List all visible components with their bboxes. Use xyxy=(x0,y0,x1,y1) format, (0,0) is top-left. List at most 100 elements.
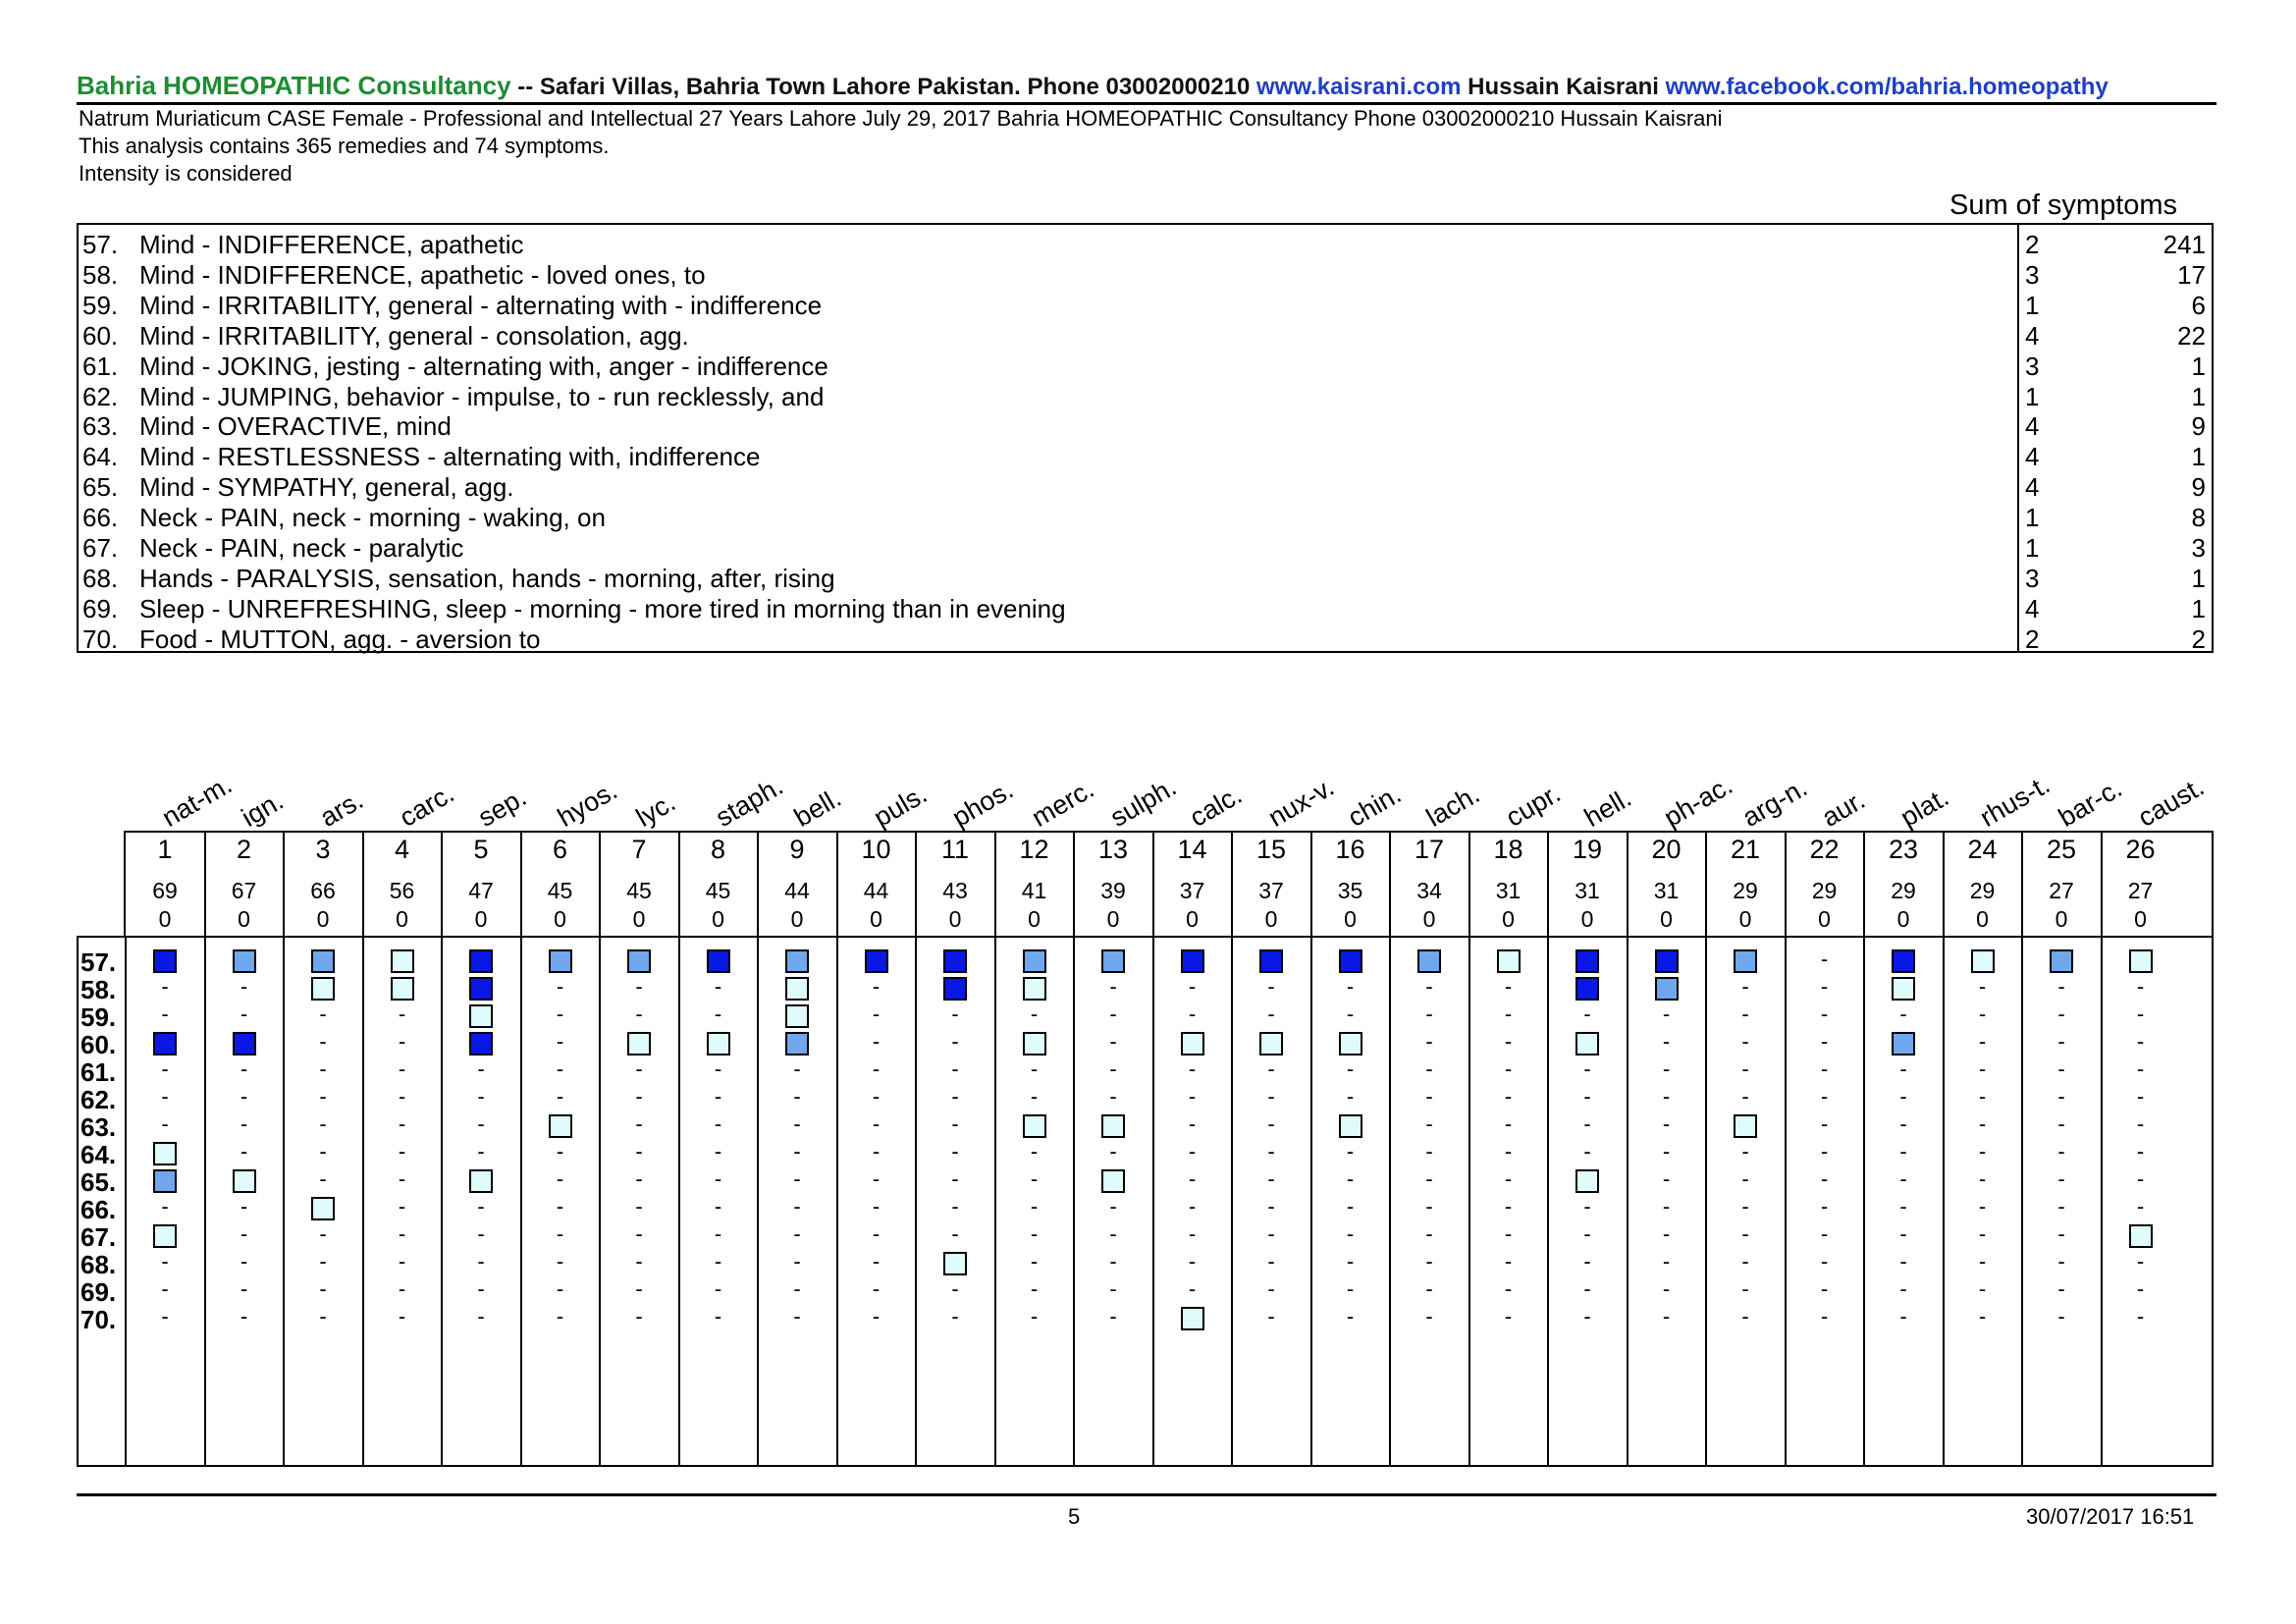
remedy-name[interactable]: plat. xyxy=(1896,782,1954,833)
grade-square[interactable] xyxy=(311,949,335,973)
grade-square[interactable] xyxy=(2128,1224,2153,1248)
grade-square[interactable] xyxy=(153,1142,177,1165)
remedy-name[interactable]: arg-n. xyxy=(1737,772,1813,833)
column-divider xyxy=(1151,833,1154,936)
remedy-name[interactable]: chin. xyxy=(1342,779,1406,833)
grade-square[interactable] xyxy=(1970,949,1995,973)
grade-square[interactable] xyxy=(469,1169,493,1193)
grade-square[interactable] xyxy=(1101,1169,1125,1193)
remedy-name[interactable]: cupr. xyxy=(1500,778,1566,833)
grade-square[interactable] xyxy=(1338,949,1362,973)
grade-square[interactable] xyxy=(706,1032,730,1056)
grade-square[interactable] xyxy=(548,949,572,973)
grade-square[interactable] xyxy=(153,1169,177,1193)
grade-square[interactable] xyxy=(1338,1032,1362,1056)
remedy-name[interactable]: lach. xyxy=(1421,779,1485,833)
remedy-name[interactable]: rhus-t. xyxy=(1974,769,2055,833)
grade-square[interactable] xyxy=(1417,949,1441,973)
grade-square[interactable] xyxy=(785,949,809,973)
grade-square[interactable] xyxy=(311,1197,335,1220)
grade-square[interactable] xyxy=(1654,949,1679,973)
remedy-name[interactable]: sulph. xyxy=(1105,771,1182,833)
grade-square[interactable] xyxy=(232,1169,256,1193)
grade-square[interactable] xyxy=(1734,1114,1757,1138)
grade-square[interactable] xyxy=(548,1114,572,1138)
grade-square[interactable] xyxy=(1101,949,1125,973)
empty-dash: - xyxy=(1504,1029,1513,1054)
remedy-name[interactable]: caust. xyxy=(2132,771,2209,833)
grade-square[interactable] xyxy=(2050,949,2073,973)
remedy-score: 45 xyxy=(705,878,731,903)
column-divider xyxy=(1389,833,1391,936)
website-link[interactable]: www.kaisrani.com xyxy=(1255,74,1462,100)
grade-square[interactable] xyxy=(943,949,967,973)
grade-square[interactable] xyxy=(1022,1114,1046,1138)
remedy-rank: 19 xyxy=(1572,835,1603,864)
grade-square[interactable] xyxy=(1892,1032,1915,1056)
remedy-name[interactable]: ars. xyxy=(315,785,368,833)
facebook-link[interactable]: www.facebook.com/bahria.homeopathy xyxy=(1665,74,2109,100)
empty-dash: - xyxy=(319,1304,327,1328)
grade-square[interactable] xyxy=(1575,1032,1599,1056)
grade-square[interactable] xyxy=(1180,1307,1204,1330)
grade-square[interactable] xyxy=(785,1004,809,1028)
remedy-name[interactable]: hyos. xyxy=(552,775,622,833)
remedy-name[interactable]: merc. xyxy=(1026,774,1098,833)
grade-square[interactable] xyxy=(232,949,256,973)
grade-square[interactable] xyxy=(1022,949,1046,973)
grade-square[interactable] xyxy=(469,977,493,1001)
grade-square[interactable] xyxy=(1892,977,1915,1001)
remedy-name[interactable]: bell. xyxy=(789,783,846,833)
remedy-name[interactable]: aur. xyxy=(1816,785,1870,833)
grade-square[interactable] xyxy=(627,949,651,973)
grade-square[interactable] xyxy=(864,949,888,973)
remedy-name[interactable]: nux-v. xyxy=(1263,772,1339,833)
grade-square[interactable] xyxy=(1338,1114,1362,1138)
grade-square[interactable] xyxy=(1022,1032,1046,1056)
remedy-name[interactable]: hell. xyxy=(1579,783,1636,833)
grade-square[interactable] xyxy=(1575,1169,1599,1193)
grade-square[interactable] xyxy=(2128,949,2153,973)
grade-square[interactable] xyxy=(1575,977,1599,1001)
grade-square[interactable] xyxy=(943,977,967,1001)
grade-square[interactable] xyxy=(1575,949,1599,973)
grade-square[interactable] xyxy=(390,949,414,973)
grade-square[interactable] xyxy=(1496,949,1521,973)
grade-square[interactable] xyxy=(153,1224,177,1248)
grade-square[interactable] xyxy=(311,977,335,1001)
page-number: 5 xyxy=(1068,1504,1081,1529)
symptom-count: 1 xyxy=(2191,381,2206,411)
grade-square[interactable] xyxy=(1892,949,1915,973)
grade-square[interactable] xyxy=(1259,1032,1283,1056)
grade-square[interactable] xyxy=(1654,977,1679,1001)
grade-square[interactable] xyxy=(943,1252,967,1275)
grade-square[interactable] xyxy=(785,977,809,1001)
grade-square[interactable] xyxy=(390,977,414,1001)
grade-square[interactable] xyxy=(153,1032,177,1056)
remedy-name[interactable]: calc. xyxy=(1184,780,1247,833)
remedy-name[interactable]: puls. xyxy=(868,779,932,833)
grade-square[interactable] xyxy=(232,1032,256,1056)
grade-square[interactable] xyxy=(1022,977,1046,1001)
grade-square[interactable] xyxy=(469,1032,493,1056)
remedy-name[interactable]: ign. xyxy=(236,785,289,833)
remedy-name[interactable]: phos. xyxy=(947,774,1019,833)
remedy-name[interactable]: carc. xyxy=(394,778,459,833)
grade-square[interactable] xyxy=(706,949,730,973)
remedy-name[interactable]: bar-c. xyxy=(2054,773,2127,833)
remedy-name[interactable]: sep. xyxy=(473,782,532,833)
grade-square[interactable] xyxy=(785,1032,809,1056)
grade-square[interactable] xyxy=(627,1032,651,1056)
grade-square[interactable] xyxy=(153,949,177,973)
grade-square[interactable] xyxy=(1101,1114,1125,1138)
remedy-name[interactable]: nat-m. xyxy=(157,769,238,833)
grade-square[interactable] xyxy=(469,949,493,973)
remedy-name[interactable]: ph-ac. xyxy=(1658,770,1737,833)
remedy-name[interactable]: lyc. xyxy=(631,786,681,833)
grade-square[interactable] xyxy=(1734,949,1757,973)
remedy-name[interactable]: staph. xyxy=(710,771,788,833)
grade-square[interactable] xyxy=(1180,949,1204,973)
grade-square[interactable] xyxy=(469,1004,493,1028)
grade-square[interactable] xyxy=(1259,949,1283,973)
grade-square[interactable] xyxy=(1180,1032,1204,1056)
